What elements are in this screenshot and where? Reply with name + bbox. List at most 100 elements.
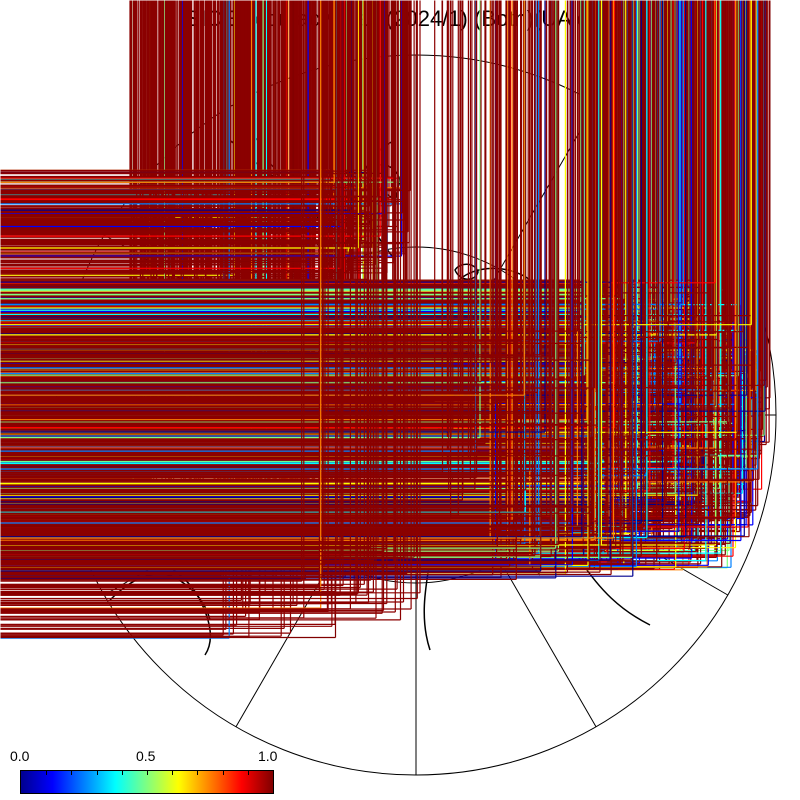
observation-marker [0, 0, 673, 372]
observation-marker [0, 0, 341, 596]
observation-marker [0, 0, 590, 514]
observation-marker [0, 0, 452, 520]
observation-marker [0, 0, 507, 511]
observation-marker [0, 0, 749, 348]
observation-marker [0, 0, 759, 470]
observation-marker [0, 0, 398, 590]
observation-marker [0, 0, 403, 214]
observation-marker [0, 0, 408, 574]
observation-marker [0, 0, 510, 487]
observation-marker [0, 0, 622, 536]
colorbar [20, 770, 274, 794]
observation-marker [0, 0, 518, 521]
observation-marker [0, 0, 572, 507]
observation-points [0, 0, 771, 639]
observation-marker [0, 0, 469, 460]
colorbar-tick [197, 771, 199, 775]
observation-marker [0, 0, 547, 413]
observation-marker [0, 0, 365, 585]
observation-marker [0, 0, 395, 565]
observation-marker [0, 0, 351, 610]
observation-marker [0, 0, 501, 519]
observation-marker [0, 0, 542, 567]
colorbar-mid-label: 0.5 [136, 748, 156, 764]
observation-marker [0, 0, 517, 580]
observation-marker [0, 0, 370, 604]
colorbar-min-label: 0.0 [10, 748, 30, 764]
observation-marker [0, 0, 385, 553]
observation-marker [0, 0, 383, 614]
colorbar-tick [147, 771, 148, 775]
observation-marker [0, 0, 462, 413]
observation-marker [0, 0, 377, 545]
observation-marker [0, 0, 487, 411]
observation-marker [0, 0, 607, 535]
observation-marker [0, 0, 631, 522]
observation-marker [0, 0, 473, 455]
observation-marker [0, 0, 669, 338]
observation-marker [0, 0, 499, 385]
observation-marker [0, 0, 558, 528]
observation-marker [0, 0, 335, 183]
observation-marker [0, 0, 418, 600]
observation-marker [0, 0, 579, 332]
observation-marker [0, 0, 546, 433]
observation-marker [0, 0, 303, 582]
observation-marker [0, 0, 715, 449]
colorbar-tick [46, 771, 48, 775]
observation-marker [0, 0, 454, 430]
observation-marker [0, 0, 358, 595]
colorbar-tick [71, 771, 73, 775]
observation-marker [0, 0, 461, 354]
observation-marker [0, 0, 615, 539]
observation-marker [0, 0, 322, 609]
observation-marker [0, 0, 551, 341]
observation-marker [0, 0, 481, 439]
observation-marker [0, 0, 594, 508]
observation-marker [0, 0, 151, 199]
observation-marker [0, 0, 406, 559]
observation-marker [0, 0, 556, 451]
observation-marker [0, 0, 387, 550]
observation-marker [0, 0, 361, 589]
colorbar-tick [172, 771, 174, 775]
observation-marker [0, 0, 323, 578]
observation-marker [0, 0, 752, 326]
observation-marker [0, 0, 516, 359]
observation-marker [0, 0, 464, 495]
observation-marker [0, 0, 555, 483]
observation-marker [0, 0, 684, 305]
observation-marker [0, 0, 583, 344]
observation-marker [0, 0, 136, 311]
observation-marker [0, 0, 527, 491]
observation-marker [0, 0, 355, 244]
observation-marker [0, 0, 709, 294]
observation-marker [0, 0, 393, 199]
observation-marker [0, 0, 228, 196]
colorbar-tick [247, 771, 249, 775]
observation-marker [0, 0, 496, 405]
observation-marker [0, 0, 402, 621]
observation-marker [0, 0, 449, 365]
observation-marker [0, 0, 575, 457]
observation-marker [0, 0, 405, 603]
observation-marker [0, 0, 388, 605]
observation-marker [0, 0, 238, 626]
observation-marker [0, 0, 666, 450]
observation-marker [0, 0, 372, 549]
observation-marker [0, 0, 142, 328]
observation-marker [0, 0, 436, 403]
observation-marker [0, 0, 396, 543]
observation-marker [0, 0, 478, 479]
observation-marker [0, 0, 676, 494]
observation-marker [0, 0, 541, 356]
observation-marker [0, 0, 374, 593]
observation-marker [0, 0, 554, 358]
observation-marker [0, 0, 415, 558]
observation-marker [0, 0, 596, 389]
observation-marker [0, 0, 571, 476]
colorbar-max-label: 1.0 [258, 748, 278, 764]
colorbar-tick [222, 771, 224, 775]
observation-marker [0, 0, 601, 573]
